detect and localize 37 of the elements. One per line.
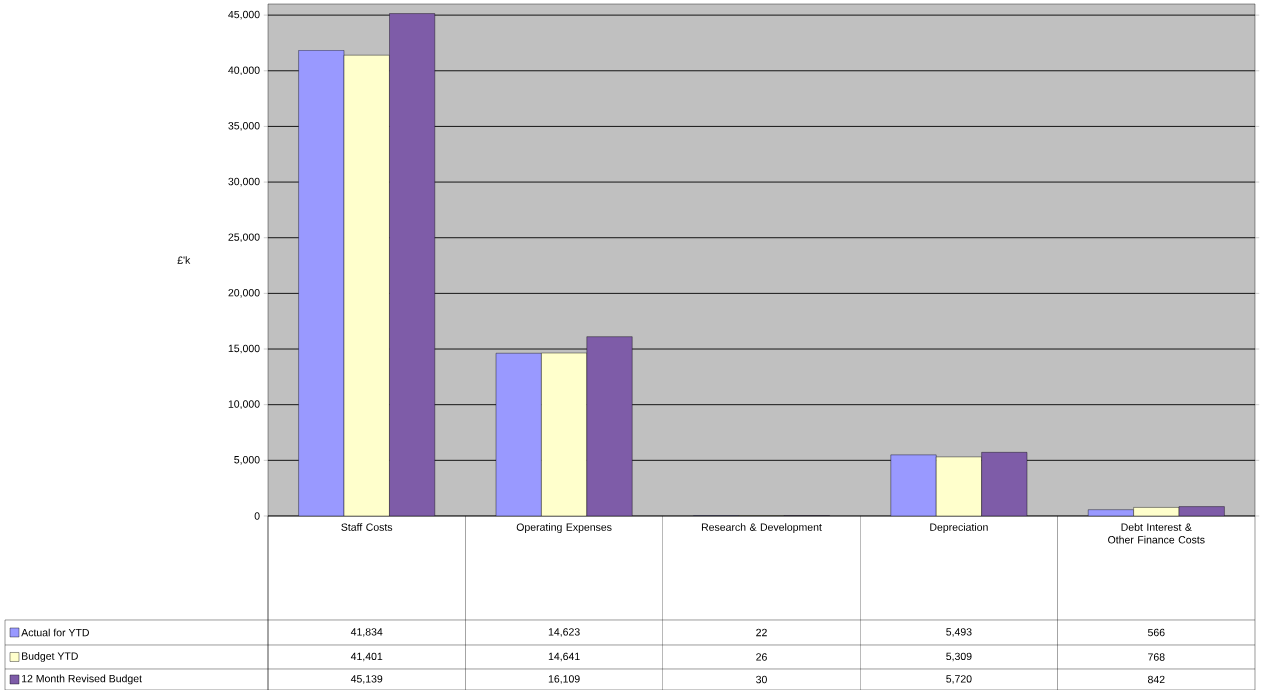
- y-tick-label: 15,000: [228, 344, 260, 354]
- x-tick-label: Depreciation: [930, 523, 988, 533]
- x-tick-label: Research & Development: [701, 523, 822, 533]
- y-tick-label: 10,000: [228, 400, 260, 410]
- y-tick-label: 30,000: [228, 177, 260, 187]
- data-label: 26: [756, 653, 767, 661]
- y-tick-label: 45,000: [228, 10, 260, 20]
- y-tick-label: 25,000: [228, 233, 260, 243]
- data-label: 41,834: [350, 628, 383, 637]
- x-tick-label: Operating Expenses: [516, 523, 612, 533]
- bar: [343, 54, 390, 516]
- data-label: 566: [1147, 628, 1165, 637]
- y-tick-label: 20,000: [228, 289, 260, 298]
- data-label: 5,309: [946, 652, 972, 662]
- data-label: 16,109: [548, 675, 580, 684]
- bar: [936, 456, 982, 516]
- y-tick-label: 0: [254, 512, 260, 520]
- data-label: 842: [1148, 675, 1165, 684]
- data-label: 5,493: [946, 628, 972, 637]
- x-tick-label: Staff Costs: [341, 523, 393, 531]
- data-label: 768: [1148, 653, 1165, 661]
- legend-label: Budget YTD: [22, 652, 78, 662]
- y-tick-label: 35,000: [228, 122, 260, 131]
- bar: [541, 352, 588, 516]
- legend-label: 12 Month Revised Budget: [22, 674, 142, 685]
- x-tick-label: Debt Interest & Other Finance Costs: [1108, 523, 1205, 544]
- legend-label: Actual for YTD: [21, 628, 89, 637]
- data-label: 30: [756, 675, 767, 684]
- y-tick-label: 40,000: [228, 66, 260, 76]
- data-label: 5,720: [946, 675, 972, 684]
- data-label: 14,641: [548, 652, 580, 662]
- data-label: 41,401: [350, 652, 383, 662]
- y-tick-label: 5,000: [234, 456, 260, 465]
- data-label: 45,139: [350, 675, 383, 684]
- y-axis-title: £'k: [177, 256, 191, 264]
- data-label: 22: [756, 628, 767, 637]
- data-label: 14,623: [548, 628, 580, 637]
